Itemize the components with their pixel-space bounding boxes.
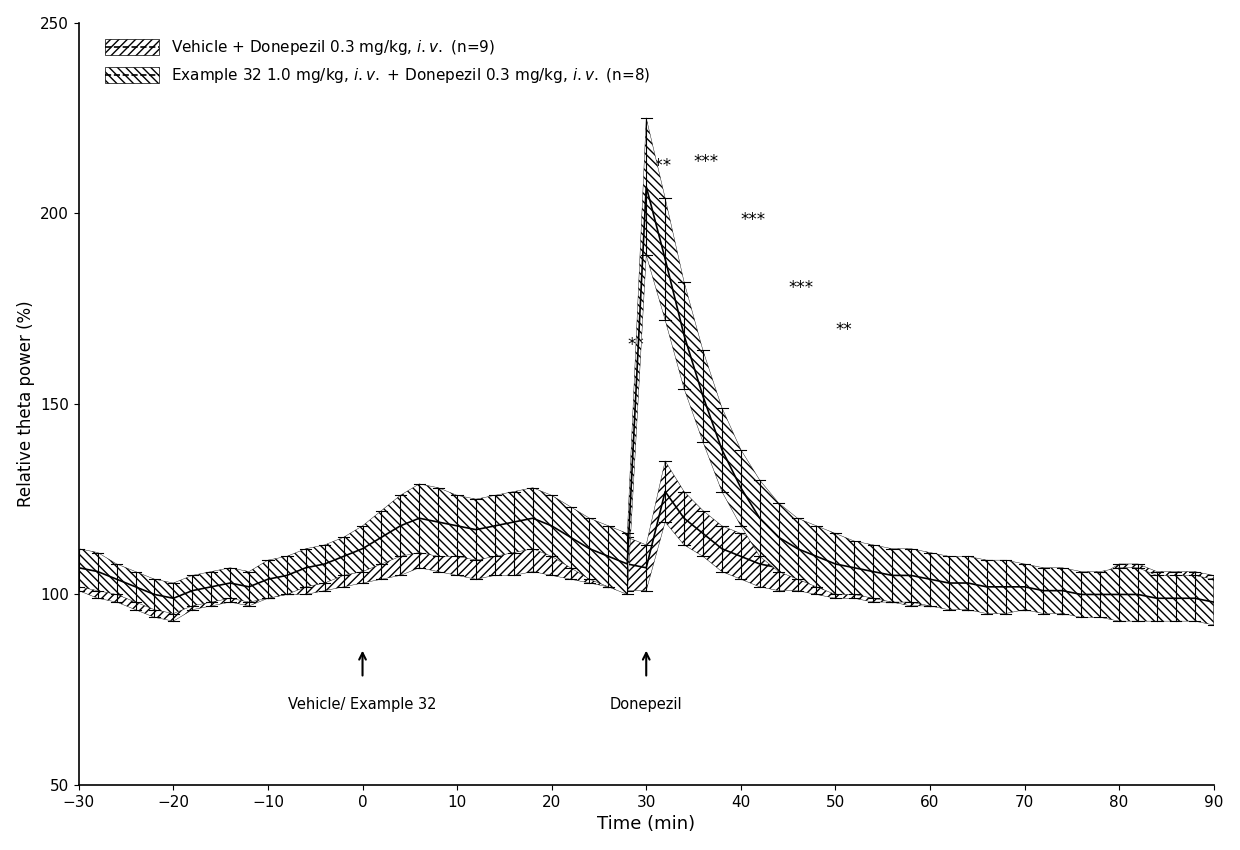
Text: ***: *** (789, 279, 813, 298)
Text: **: ** (836, 321, 852, 339)
Legend: Vehicle + Donepezil 0.3 mg/kg, $\it{i.v.}$ (n=9), Example 32 1.0 mg/kg, $\it{i.v: Vehicle + Donepezil 0.3 mg/kg, $\it{i.v.… (98, 31, 658, 93)
Text: ***: *** (693, 153, 719, 172)
Text: Donepezil: Donepezil (610, 697, 682, 712)
Text: **: ** (627, 337, 644, 354)
Text: ***: *** (740, 211, 766, 229)
Text: Vehicle/ Example 32: Vehicle/ Example 32 (288, 697, 436, 712)
X-axis label: Time (min): Time (min) (598, 815, 696, 833)
Y-axis label: Relative theta power (%): Relative theta power (%) (16, 301, 35, 507)
Text: ***: *** (646, 157, 671, 175)
